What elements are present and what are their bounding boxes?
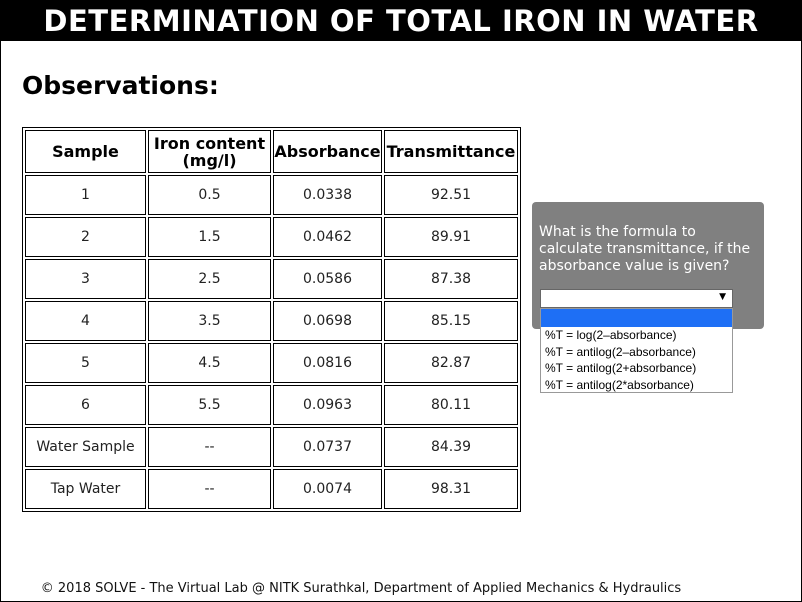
cell-absorbance: 0.0698 (273, 301, 382, 341)
page-title: DETERMINATION OF TOTAL IRON IN WATER (1, 1, 801, 41)
option-log-2-minus-absorbance[interactable]: %T = log(2–absorbance) (545, 328, 677, 342)
table-row: Water Sample -- 0.0737 84.39 (25, 427, 518, 467)
cell-transmittance: 87.38 (384, 259, 518, 299)
cell-transmittance: 80.11 (384, 385, 518, 425)
cell-absorbance: 0.0338 (273, 175, 382, 215)
cell-transmittance: 84.39 (384, 427, 518, 467)
table-row: Tap Water -- 0.0074 98.31 (25, 469, 518, 509)
cell-iron-content: 1.5 (148, 217, 271, 257)
column-header-iron-content: Iron content (mg/l) (148, 130, 271, 173)
table-row: 1 0.5 0.0338 92.51 (25, 175, 518, 215)
table-row: 4 3.5 0.0698 85.15 (25, 301, 518, 341)
option-antilog-2-times-absorbance[interactable]: %T = antilog(2*absorbance) (545, 377, 694, 392)
chevron-down-icon[interactable]: ▼ (719, 292, 726, 302)
column-header-sample: Sample (25, 130, 146, 173)
quiz-question: What is the formula to calculate transmi… (539, 224, 751, 274)
cell-transmittance: 82.87 (384, 343, 518, 383)
column-header-absorbance: Absorbance (273, 130, 382, 173)
observations-heading: Observations: (22, 71, 219, 100)
table-row: 2 1.5 0.0462 89.91 (25, 217, 518, 257)
table-row: 5 4.5 0.0816 82.87 (25, 343, 518, 383)
cell-sample: 3 (25, 259, 146, 299)
option-blank[interactable] (541, 309, 732, 327)
cell-iron-content: 0.5 (148, 175, 271, 215)
observations-table: Sample Iron content (mg/l) Absorbance Tr… (22, 127, 521, 512)
cell-transmittance: 89.91 (384, 217, 518, 257)
cell-iron-content: -- (148, 427, 271, 467)
cell-sample: Tap Water (25, 469, 146, 509)
table-row: 6 5.5 0.0963 80.11 (25, 385, 518, 425)
cell-absorbance: 0.0737 (273, 427, 382, 467)
cell-absorbance: 0.0816 (273, 343, 382, 383)
cell-sample: 1 (25, 175, 146, 215)
formula-select[interactable]: ▼ (540, 289, 733, 308)
cell-sample: 4 (25, 301, 146, 341)
cell-sample: Water Sample (25, 427, 146, 467)
cell-transmittance: 98.31 (384, 469, 518, 509)
cell-transmittance: 92.51 (384, 175, 518, 215)
table-row: 3 2.5 0.0586 87.38 (25, 259, 518, 299)
option-antilog-2-minus-absorbance[interactable]: %T = antilog(2–absorbance) (545, 344, 696, 359)
footer-text: © 2018 SOLVE - The Virtual Lab @ NITK Su… (40, 581, 682, 596)
cell-sample: 2 (25, 217, 146, 257)
cell-transmittance: 85.15 (384, 301, 518, 341)
cell-iron-content: 4.5 (148, 343, 271, 383)
cell-iron-content: 2.5 (148, 259, 271, 299)
table-header-row: Sample Iron content (mg/l) Absorbance Tr… (25, 130, 518, 173)
cell-iron-content: 5.5 (148, 385, 271, 425)
cell-absorbance: 0.0963 (273, 385, 382, 425)
cell-absorbance: 0.0586 (273, 259, 382, 299)
cell-absorbance: 0.0074 (273, 469, 382, 509)
cell-iron-content: 3.5 (148, 301, 271, 341)
column-header-transmittance: Transmittance (384, 130, 518, 173)
option-antilog-2-plus-absorbance[interactable]: %T = antilog(2+absorbance) (545, 361, 697, 375)
cell-sample: 6 (25, 385, 146, 425)
cell-absorbance: 0.0462 (273, 217, 382, 257)
cell-iron-content: -- (148, 469, 271, 509)
formula-options-list: %T = log(2–absorbance) %T = antilog(2–ab… (540, 308, 733, 393)
cell-sample: 5 (25, 343, 146, 383)
